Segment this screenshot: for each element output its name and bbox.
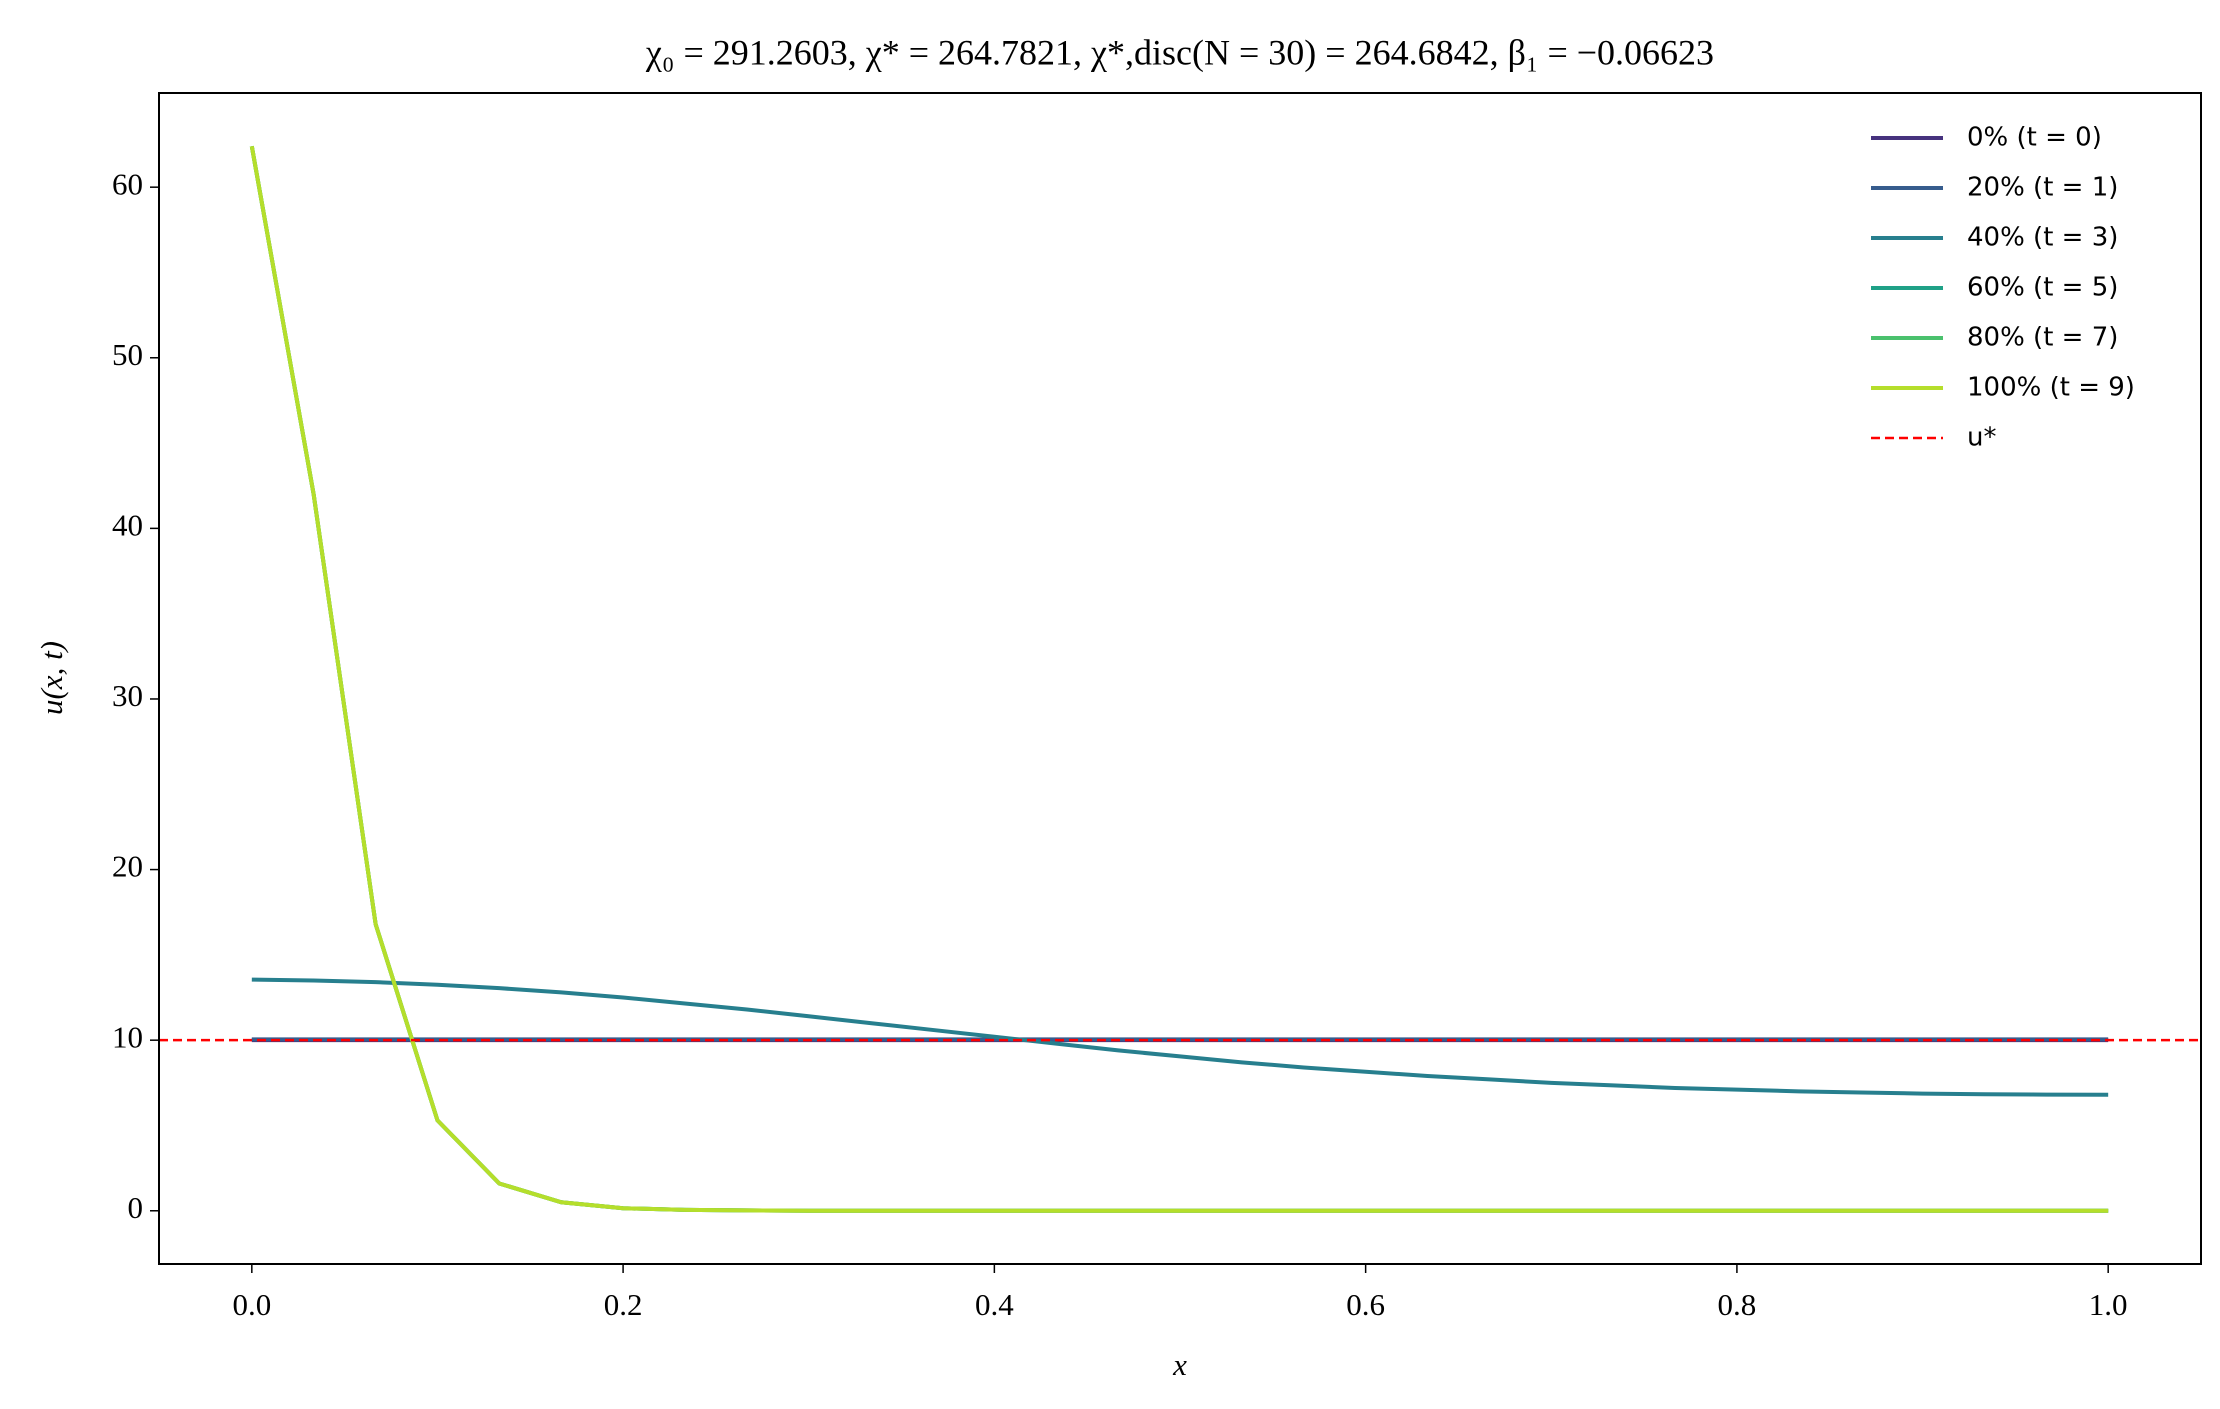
legend-label: u* — [1967, 423, 1996, 453]
x-tick-label: 0.6 — [1346, 1287, 1385, 1322]
legend-label: 80% (t = 7) — [1967, 323, 2118, 353]
y-tick-label: 30 — [112, 678, 143, 713]
y-tick-label: 40 — [112, 507, 143, 542]
y-tick-label: 60 — [112, 166, 143, 201]
plot-frame — [158, 92, 2202, 1265]
y-tick-label: 20 — [112, 849, 143, 884]
x-tick-label: 0.2 — [604, 1287, 643, 1322]
chart-title: χ₀ = 291.2603, χ* = 264.7821, χ*,disc(N … — [645, 32, 1714, 72]
legend-label: 60% (t = 5) — [1967, 273, 2118, 303]
y-tick-label: 10 — [112, 1019, 143, 1054]
legend-label: 40% (t = 3) — [1967, 223, 2118, 253]
x-tick-label: 0.4 — [975, 1287, 1014, 1322]
y-tick-label: 50 — [112, 337, 143, 372]
y-axis-label: u(x, t) — [34, 641, 69, 715]
x-axis-label: x — [1172, 1347, 1187, 1382]
x-tick-label: 0.0 — [232, 1287, 271, 1322]
x-tick-label: 1.0 — [2089, 1287, 2128, 1322]
legend-label: 20% (t = 1) — [1967, 173, 2118, 203]
legend-label: 0% (t = 0) — [1967, 123, 2102, 153]
series-line — [249, 145, 2109, 1213]
y-tick-label: 0 — [128, 1190, 144, 1225]
series-line — [251, 977, 2109, 1097]
legend-label: 100% (t = 9) — [1967, 373, 2135, 403]
x-tick-label: 0.8 — [1718, 1287, 1757, 1322]
